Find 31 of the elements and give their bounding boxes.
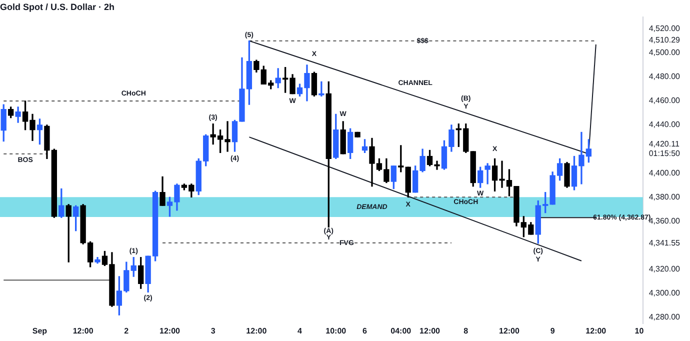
x-tick-label: 10 <box>634 326 644 336</box>
x-tick-label: 12:00 <box>586 326 607 336</box>
y-tick-label: 4,500.00 <box>648 48 681 58</box>
y-tick-label: 4,400.00 <box>648 168 681 178</box>
x-tick-label: 12:00 <box>160 326 181 336</box>
y-tick-label: 4,300.00 <box>648 288 681 298</box>
x-tick-label: 9 <box>550 326 556 336</box>
y-tick-label: 4,420.11 01:15:50 <box>648 139 681 158</box>
x-tick-label: 12:00 <box>420 326 441 336</box>
x-tick-label: 3 <box>210 326 216 336</box>
y-tick-label: 4,440.00 <box>648 120 681 130</box>
y-tick-label: 4,360.00 <box>648 216 681 226</box>
y-tick-label: 4,480.00 <box>648 72 681 82</box>
y-tick-label: 4,341.55 <box>648 238 681 248</box>
y-tick-label: 4,460.00 <box>648 96 681 106</box>
y-tick-label: 4,280.00 <box>648 312 681 322</box>
y-tick-label: 4,520.00 <box>648 24 681 34</box>
x-tick-label: 12:00 <box>72 326 94 336</box>
x-tick-label: 12:00 <box>498 326 520 336</box>
x-tick-label: 10:00 <box>326 326 347 336</box>
x-tick-label: 12:00 <box>246 326 268 336</box>
x-tick-label: 2 <box>124 326 130 336</box>
y-tick-label: 4,380.00 <box>648 192 681 202</box>
x-tick-label: 6 <box>362 326 368 336</box>
x-tick-label: Sep <box>32 326 48 336</box>
x-tick-label: 4 <box>298 326 303 336</box>
y-tick-label: 4,320.00 <box>648 264 681 274</box>
x-tick-label: 8 <box>464 326 469 336</box>
y-tick-label: 4,510.29 <box>648 36 681 45</box>
x-tick-label: 04:00 <box>390 326 412 336</box>
chart-title: Gold Spot / U.S. Dollar · 2h <box>0 2 115 12</box>
